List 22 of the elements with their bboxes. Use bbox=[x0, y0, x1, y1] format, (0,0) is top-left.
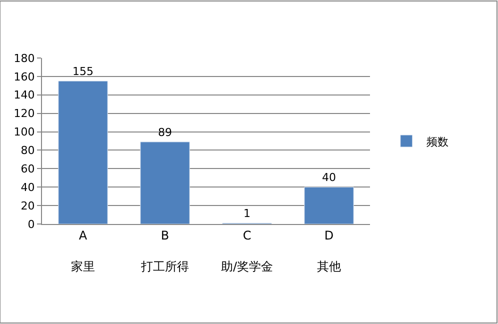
y-tick-label: 100 bbox=[14, 126, 35, 139]
category-label: C 助/奖学金 bbox=[220, 228, 274, 274]
data-label: 89 bbox=[158, 126, 172, 139]
y-tick-label: 20 bbox=[20, 199, 35, 212]
category-label: B 打工所得 bbox=[141, 228, 189, 274]
y-tick-label: 80 bbox=[20, 144, 35, 158]
bar bbox=[140, 142, 190, 224]
y-tick-label: 60 bbox=[20, 162, 35, 176]
category-label: A 家里 bbox=[71, 228, 95, 274]
data-label: 1 bbox=[244, 207, 250, 220]
y-tick-label: 0 bbox=[28, 218, 35, 231]
data-label: 155 bbox=[72, 65, 94, 78]
data-label: 40 bbox=[322, 171, 336, 184]
category-label: D 其他 bbox=[317, 228, 341, 274]
bar bbox=[58, 80, 108, 224]
y-tick-label: 160 bbox=[14, 70, 35, 84]
bar bbox=[304, 186, 354, 224]
legend-label: 频数 bbox=[426, 135, 448, 148]
y-tick-label: 40 bbox=[20, 180, 35, 194]
y-tick-label: 180 bbox=[14, 52, 35, 65]
y-tick-label: 120 bbox=[14, 107, 35, 120]
y-tick-label: 140 bbox=[14, 88, 35, 102]
